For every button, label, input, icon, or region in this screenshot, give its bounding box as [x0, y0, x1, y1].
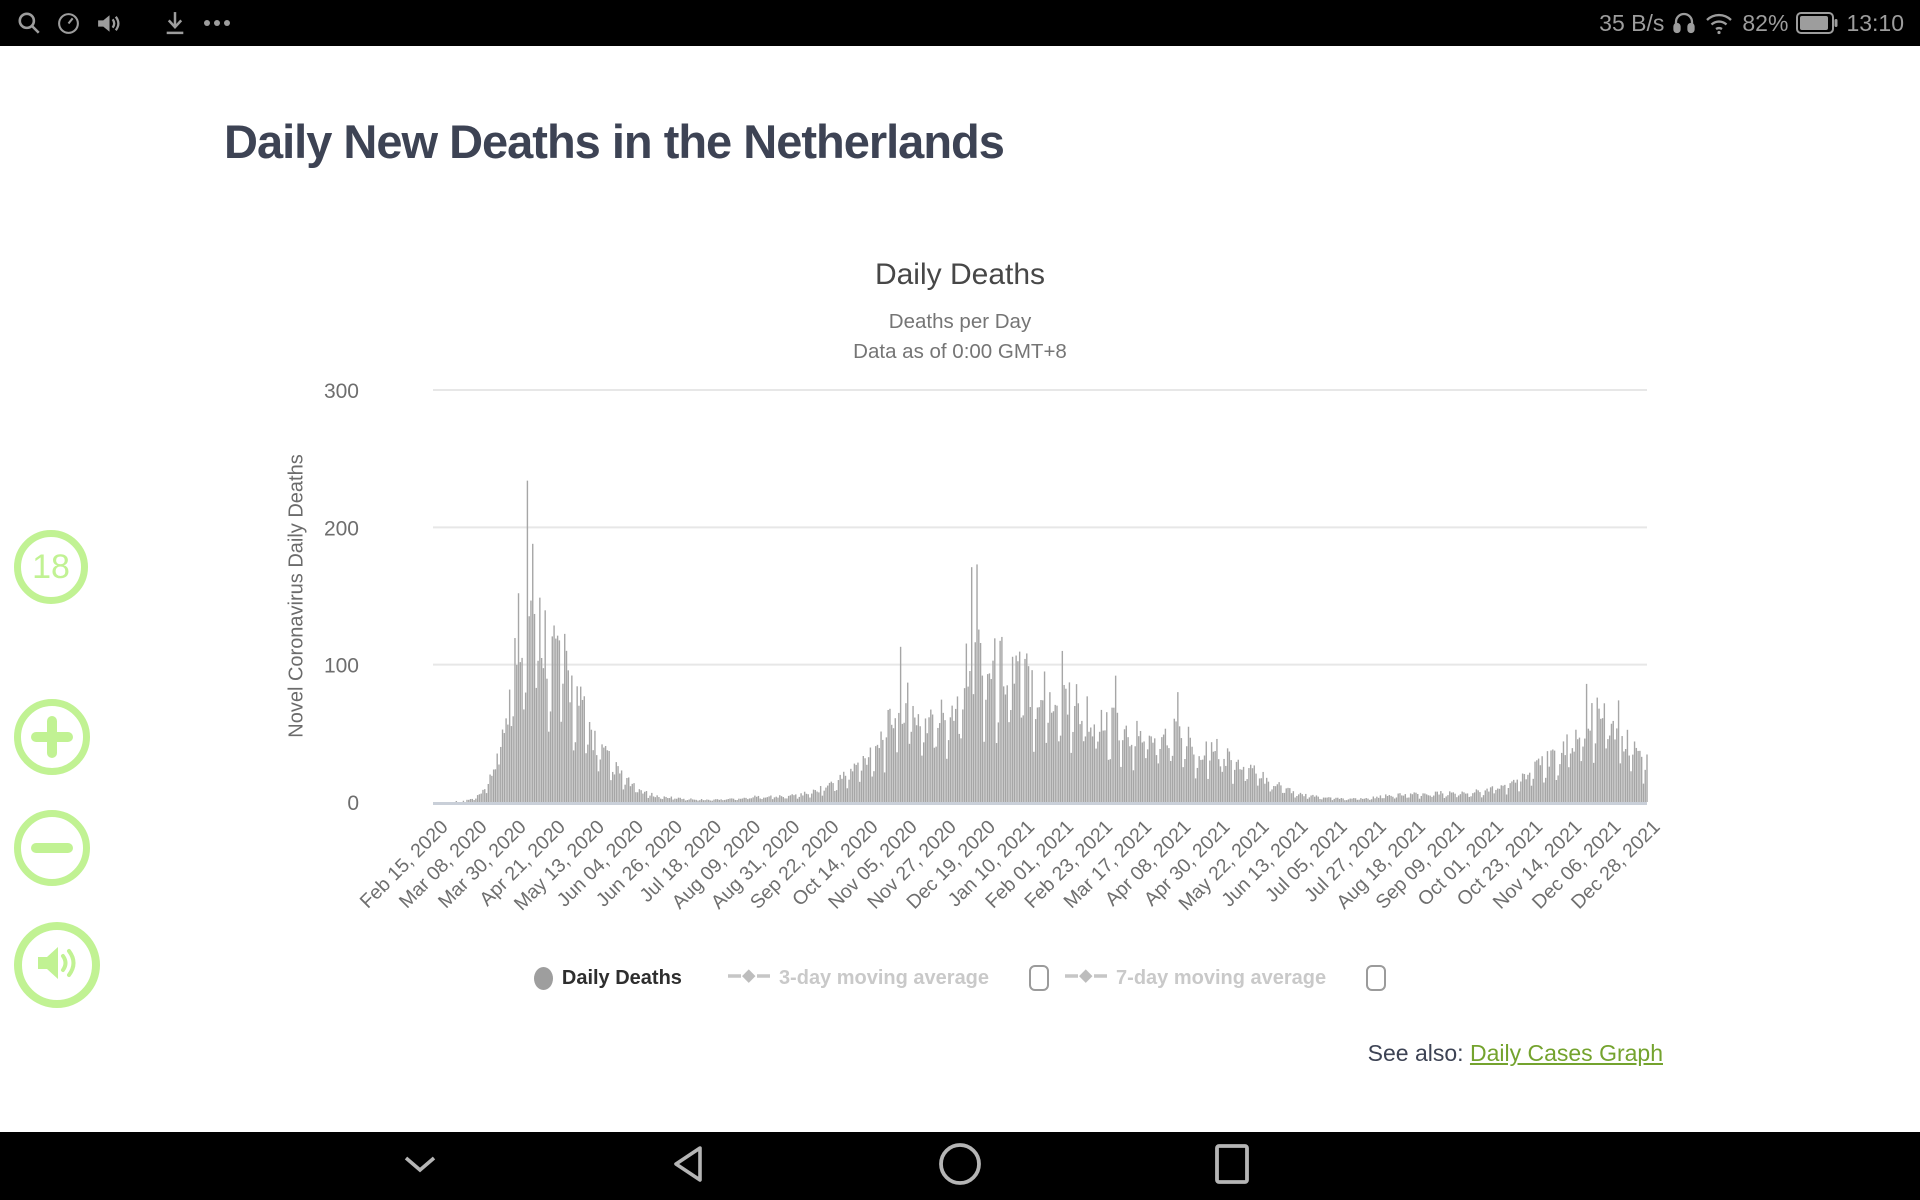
y-tick-label: 200 [324, 517, 359, 540]
legend-item-3day-avg[interactable]: 3-day moving average [727, 966, 990, 990]
volume-icon [95, 11, 122, 36]
3day-avg-checkbox[interactable] [1029, 965, 1050, 991]
legend-item-7day-avg[interactable]: 7-day moving average [1065, 967, 1326, 990]
see-also-line: See also: Daily Cases Graph [1368, 1040, 1663, 1067]
page-badge-button[interactable]: 18 [14, 530, 88, 604]
legend-label-daily-deaths: Daily Deaths [561, 966, 682, 989]
daily-cases-graph-link[interactable]: Daily Cases Graph [1469, 1040, 1663, 1066]
daily-deaths-marker-icon [533, 966, 553, 990]
status-bar: 35 B/s 82% 13:10 [0, 0, 1920, 46]
hide-nav-button[interactable] [360, 1132, 480, 1200]
home-button[interactable] [900, 1132, 1020, 1200]
line-diamond-marker-icon [727, 968, 770, 988]
chart-data-as-of: Data as of 0:00 GMT+8 [853, 340, 1067, 363]
legend-item-daily-deaths[interactable]: Daily Deaths [533, 966, 682, 990]
recents-button[interactable] [1172, 1132, 1292, 1200]
read-aloud-button[interactable] [14, 922, 100, 1008]
y-tick-label: 0 [347, 792, 359, 815]
recents-square-icon [1214, 1143, 1250, 1190]
clock-text: 13:10 [1846, 9, 1904, 36]
back-triangle-icon [671, 1144, 705, 1189]
zoom-in-button[interactable] [14, 699, 90, 775]
net-speed-text: 35 B/s [1599, 9, 1665, 36]
wifi-icon [1704, 10, 1734, 36]
battery-icon [1796, 12, 1838, 34]
home-circle-icon [937, 1141, 983, 1192]
status-bar-left [16, 10, 232, 37]
legend-label-3day-avg: 3-day moving average [778, 966, 990, 989]
more-icon [202, 18, 232, 28]
zoom-out-button[interactable] [14, 810, 90, 886]
legend-label-7day-avg: 7-day moving average [1116, 966, 1327, 989]
minus-icon [31, 843, 73, 853]
battery-percent-text: 82% [1742, 9, 1789, 36]
y-tick-label: 100 [324, 655, 359, 678]
back-button[interactable] [628, 1132, 748, 1200]
headset-icon [1672, 10, 1696, 36]
android-nav-bar [0, 1132, 1920, 1200]
chart-legend: Daily Deaths 3-day moving average 7-day … [0, 958, 1920, 998]
search-icon [16, 10, 42, 36]
clock-icon [56, 11, 81, 36]
chart-subtitle: Deaths per Day [888, 310, 1032, 333]
download-icon [162, 10, 188, 37]
status-bar-right: 35 B/s 82% 13:10 [1599, 10, 1904, 37]
chevron-down-icon [403, 1155, 437, 1178]
y-tick-label: 300 [324, 380, 359, 403]
speaker-icon [34, 943, 80, 988]
line-diamond-marker-icon [1065, 968, 1108, 988]
7day-avg-checkbox[interactable] [1366, 965, 1387, 991]
see-also-label: See also: [1367, 1040, 1470, 1066]
page-title: Daily New Deaths in the Netherlands [224, 115, 1005, 168]
badge-number: 18 [32, 547, 70, 586]
chart-title: Daily Deaths [874, 258, 1046, 291]
